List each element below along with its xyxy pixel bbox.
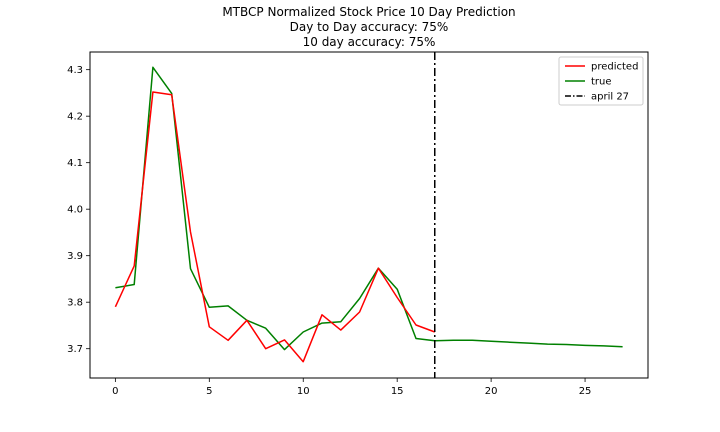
x-axis: 0 5 10 15 20 25 [112, 378, 591, 397]
legend-label-predicted: predicted [591, 62, 638, 73]
plot-area [114, 52, 623, 378]
y-tick-label: 4.3 [67, 65, 83, 76]
y-tick-label: 3.7 [67, 344, 83, 355]
legend-box [558, 56, 644, 106]
y-tick-label: 4.0 [67, 205, 83, 216]
x-tick-label: 15 [391, 386, 404, 397]
axes-frame [89, 51, 649, 379]
x-tick-label: 10 [297, 386, 310, 397]
title-line-2: Day to Day accuracy: 75% [290, 20, 449, 34]
x-tick-label: 0 [112, 386, 118, 397]
legend-label-true: true [591, 77, 612, 88]
y-tick-label: 4.1 [67, 158, 83, 169]
x-tick-label: 5 [206, 386, 212, 397]
title-line-3: 10 day accuracy: 75% [303, 35, 436, 49]
series-line-true [115, 66, 623, 351]
x-tick-label: 25 [579, 386, 592, 397]
title-line-1: MTBCP Normalized Stock Price 10 Day Pred… [222, 5, 515, 19]
legend-label-april-27: april 27 [591, 92, 629, 103]
y-tick-label: 4.2 [67, 112, 83, 123]
y-axis: 3.7 3.8 3.9 4.0 4.1 4.2 4.3 [67, 65, 90, 355]
y-tick-label: 3.8 [67, 298, 83, 309]
legend: predicted true april 27 [558, 56, 644, 106]
series-line-predicted [114, 91, 436, 363]
x-tick-label: 20 [485, 386, 498, 397]
chart-title: MTBCP Normalized Stock Price 10 Day Pred… [222, 5, 515, 49]
y-tick-label: 3.9 [67, 251, 83, 262]
